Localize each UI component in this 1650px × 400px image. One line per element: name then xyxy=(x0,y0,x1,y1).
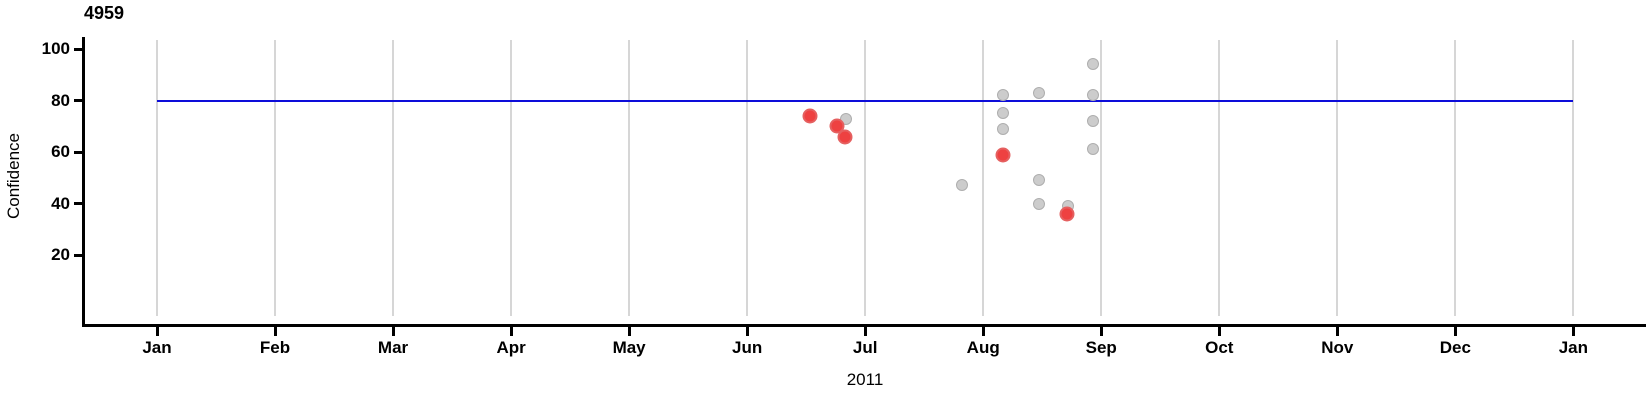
y-axis-tick-label: 20 xyxy=(51,245,70,264)
highlighted-data-point xyxy=(837,129,853,145)
month-gridline xyxy=(156,40,158,316)
x-axis-tick-label: Mar xyxy=(377,338,409,357)
month-gridline xyxy=(864,40,867,316)
highlighted-data-point xyxy=(1059,206,1075,222)
data-point xyxy=(1032,197,1045,210)
data-point xyxy=(997,122,1010,135)
x-axis-tick xyxy=(1217,327,1221,336)
month-gridline xyxy=(274,40,277,316)
y-axis-tick xyxy=(74,150,82,154)
data-point xyxy=(1086,115,1099,128)
x-axis-tick xyxy=(1571,327,1575,336)
x-axis-tick xyxy=(863,327,867,336)
highlighted-data-point xyxy=(802,108,818,124)
y-axis-tick xyxy=(74,99,82,102)
x-axis-tick-label: Jul xyxy=(852,338,878,357)
y-axis-tick-label: 100 xyxy=(41,39,70,58)
x-axis-tick xyxy=(391,327,395,336)
x-axis-tick xyxy=(1453,327,1457,336)
y-axis-tick-label: 60 xyxy=(51,142,70,161)
data-point xyxy=(997,107,1010,120)
x-axis-tick-label: Apr xyxy=(496,338,526,357)
x-axis-label: 2011 xyxy=(846,370,884,389)
month-gridline xyxy=(510,40,513,316)
x-axis-tick-label: Nov xyxy=(1321,338,1354,357)
data-point xyxy=(1086,143,1099,156)
month-gridline xyxy=(392,40,395,316)
x-axis-tick xyxy=(1099,327,1103,336)
y-axis-tick xyxy=(74,47,82,51)
month-gridline xyxy=(1454,40,1457,316)
data-point xyxy=(997,89,1010,102)
month-gridline xyxy=(1572,40,1575,316)
x-axis-tick-label: Feb xyxy=(259,338,291,357)
y-axis-tick-label: 80 xyxy=(51,90,70,110)
x-axis-tick-label: Jan xyxy=(142,338,172,357)
y-axis-tick xyxy=(74,253,82,257)
x-axis-tick-label: May xyxy=(612,338,646,357)
month-gridline xyxy=(1336,40,1339,316)
x-axis-tick xyxy=(1335,327,1339,336)
reference-line-80 xyxy=(157,99,1574,102)
x-axis-tick-label: Jan xyxy=(1558,338,1588,357)
chart-title: 4959 xyxy=(84,3,125,23)
month-gridline xyxy=(1218,40,1221,316)
x-axis-tick xyxy=(745,327,749,336)
x-axis-tick xyxy=(981,327,985,336)
data-point xyxy=(1032,86,1045,99)
y-axis-line xyxy=(82,37,85,327)
x-axis-tick-label: Jun xyxy=(732,338,763,357)
x-axis-tick xyxy=(509,327,513,336)
data-point xyxy=(955,179,968,192)
x-axis-tick-label: Aug xyxy=(966,338,1000,357)
x-axis-tick-label: Oct xyxy=(1205,338,1234,357)
y-axis-tick-label: 40 xyxy=(51,193,70,213)
month-gridline xyxy=(1100,40,1103,316)
highlighted-data-point xyxy=(995,147,1011,163)
data-point xyxy=(1086,58,1099,71)
x-axis-tick-label: Dec xyxy=(1439,338,1471,357)
month-gridline xyxy=(628,40,631,316)
month-gridline xyxy=(982,40,985,316)
y-axis-tick xyxy=(74,202,82,205)
x-axis-tick-label: Sep xyxy=(1085,338,1117,357)
data-point xyxy=(1032,174,1045,187)
data-point xyxy=(1086,89,1099,102)
month-gridline xyxy=(746,40,749,316)
x-axis-tick xyxy=(155,327,159,336)
x-axis-tick xyxy=(627,327,631,336)
x-axis-line xyxy=(82,324,1646,327)
x-axis-tick xyxy=(273,327,277,336)
